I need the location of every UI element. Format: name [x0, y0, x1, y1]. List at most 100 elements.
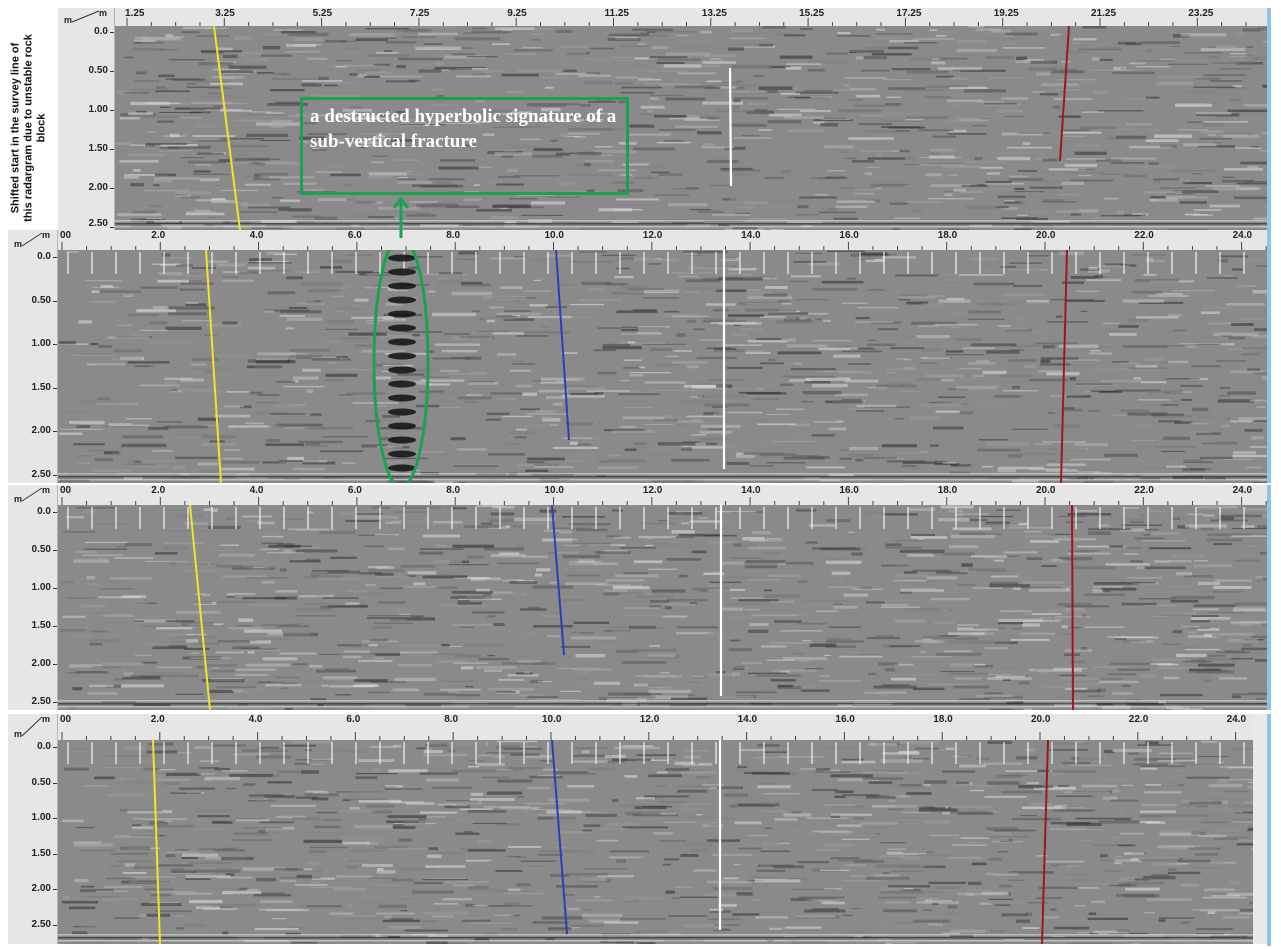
depth-tick	[53, 512, 57, 513]
red-interpretation-line	[1059, 26, 1070, 162]
distance-tick-label: 16.0	[835, 714, 855, 725]
distance-tick-label: 4.0	[248, 714, 263, 725]
reflection-band	[388, 366, 416, 374]
depth-tick	[110, 149, 114, 150]
depth-tick	[53, 387, 57, 389]
distance-tick-label: 9.25	[507, 8, 527, 19]
depth-tick-label: 1.00	[31, 582, 51, 593]
axis-unit-label: m	[42, 230, 51, 240]
axis-unit-label: m	[64, 15, 73, 25]
red-interpretation-line	[1060, 250, 1068, 483]
depth-tick-label: 2.50	[31, 918, 51, 930]
distance-tick-label: 20.0	[1036, 485, 1056, 496]
axis-unit-label: m	[42, 485, 51, 495]
distance-ruler: 00 2.0 4.0 6.0 8.0 10.0 12.0 14.0 16.0 18.0 20.0 22…	[58, 714, 1253, 741]
depth-tick-label: 1.00	[31, 812, 51, 823]
depth-tick-label: 1.50	[31, 847, 51, 859]
distance-tick-label: 16.0	[839, 230, 859, 241]
annotation-text: a destructed hyperbolic signature of a s…	[310, 106, 617, 152]
distance-tick-label: 6.0	[347, 485, 362, 496]
distance-tick-label: 24.0	[1232, 230, 1253, 241]
distance-tick-label: 00	[60, 230, 72, 241]
depth-tick-label: 2.00	[31, 883, 51, 894]
distance-ruler: 1.25 3.25 5.25 7.25 9.25 11.25 13.25 15.25 17.25…	[115, 8, 1267, 27]
radargram-panel-1: m m 1.25 3.25 5.25 7.25 9.25 11.25 13.25 15.25 17.…	[58, 8, 1267, 230]
distance-tick-label: 24.0	[1232, 485, 1253, 496]
depth-tick-label: 0.0	[37, 506, 51, 517]
depth-tick-label: 2.50	[31, 468, 51, 480]
depth-axis: 0.0 0.50 1.00 1.50 2.00 2.50	[8, 250, 58, 483]
distance-tick-label: 20.0	[1031, 714, 1051, 725]
depth-tick	[53, 818, 57, 819]
distance-tick-label: 22.0	[1134, 485, 1154, 496]
depth-tick-label: 0.50	[31, 544, 51, 555]
fracture-highlight-ellipse	[372, 250, 430, 483]
distance-tick-label: 4.0	[249, 230, 264, 241]
distance-tick-label: 12.0	[639, 714, 660, 725]
distance-tick-label: 2.0	[150, 714, 165, 725]
distance-tick-label: 00	[60, 714, 72, 725]
depth-tick-label: 1.00	[31, 338, 51, 349]
depth-tick-label: 1.00	[88, 104, 108, 115]
distance-tick-label: 24.0	[1226, 714, 1247, 725]
distance-tick-label: 10.0	[544, 485, 564, 496]
distance-tick-label: 11.25	[604, 8, 629, 19]
depth-tick	[110, 32, 114, 33]
depth-axis: 0.0 0.50 1.00 1.50 2.00 2.50	[58, 26, 115, 230]
distance-tick-label: 19.25	[993, 8, 1019, 19]
distance-tick-label: 14.0	[737, 714, 758, 725]
radargram-panel-3: m m 00 2.0 4.0 6.0 8.0 10.0 12.0 14.0 16.0 18.0 20.0…	[8, 485, 1267, 710]
distance-tick-label: 15.25	[799, 8, 825, 19]
depth-axis: 0.0 0.50 1.00 1.50 2.00 2.50	[8, 740, 58, 944]
distance-tick-label: 18.0	[937, 485, 958, 496]
depth-tick	[53, 344, 57, 345]
distance-tick-label: 8.0	[446, 485, 461, 496]
depth-tick	[110, 188, 114, 189]
reflection-band	[388, 268, 416, 276]
depth-tick	[53, 747, 57, 748]
radargram-panel-4: m m 00 2.0 4.0 6.0 8.0 10.0 12.0 14.0 16.0 18.0 20.0…	[8, 714, 1267, 944]
distance-tick-label: 3.25	[215, 8, 235, 19]
depth-tick-label: 1.50	[31, 620, 51, 631]
axis-unit-label: m	[99, 8, 108, 18]
depth-tick-label: 2.00	[88, 182, 108, 193]
distance-tick-label: 2.0	[151, 485, 166, 496]
axis-unit-label: m	[14, 729, 23, 739]
distance-tick-label: 6.0	[347, 230, 362, 241]
red-interpretation-line	[1041, 740, 1049, 944]
distance-tick-label: 4.0	[249, 485, 264, 496]
distance-tick-label: 17.25	[896, 8, 922, 19]
distance-ruler: 00 2.0 4.0 6.0 8.0 10.0 12.0 14.0 16.0 18.0 20.0 22…	[58, 230, 1267, 251]
axis-unit-label: m	[14, 239, 23, 249]
reflection-band	[388, 436, 416, 444]
white-interpretation-line	[728, 67, 733, 187]
depth-tick	[53, 853, 57, 855]
reflection-band	[388, 408, 416, 416]
depth-tick	[53, 782, 57, 784]
reflection-band	[388, 352, 416, 360]
reflection-band	[388, 324, 416, 332]
depth-tick	[53, 889, 57, 890]
reflection-band	[388, 464, 416, 472]
depth-tick-label: 2.50	[31, 696, 51, 707]
yellow-interpretation-line	[205, 250, 222, 483]
red-interpretation-line	[1071, 505, 1074, 710]
depth-tick-label: 0.0	[94, 26, 108, 37]
distance-tick-label: 12.0	[642, 485, 663, 496]
distance-tick-label: 20.0	[1036, 230, 1056, 241]
depth-tick-label: 2.00	[31, 658, 51, 669]
reflection-band	[388, 338, 416, 346]
yellow-interpretation-line	[152, 740, 161, 944]
distance-tick-label: 23.25	[1188, 8, 1214, 19]
depth-tick-label: 0.50	[88, 65, 108, 76]
side-note: Shifted start in the survey line of this…	[4, 30, 54, 225]
distance-tick-label: 8.0	[444, 714, 459, 725]
distance-tick-label: 14.0	[741, 485, 761, 496]
radargram-image	[58, 740, 1253, 944]
reflection-band	[388, 394, 416, 402]
side-note-text: Shifted start in the survey line of this…	[9, 33, 48, 222]
radargram-image	[58, 505, 1267, 710]
